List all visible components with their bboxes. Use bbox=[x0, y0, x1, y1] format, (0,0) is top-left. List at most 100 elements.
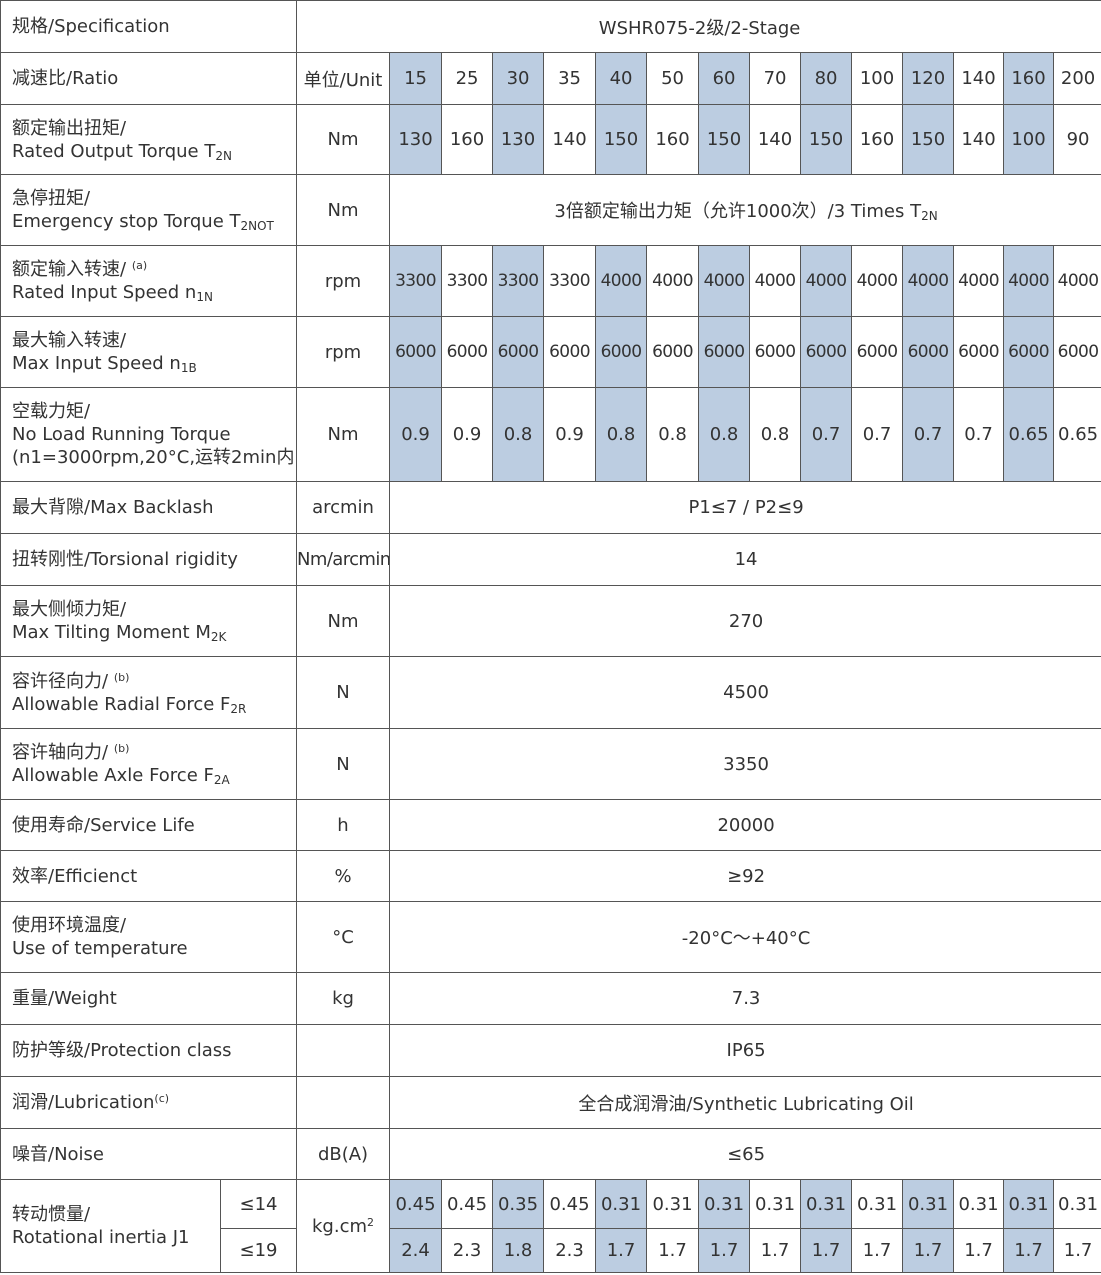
rated-torque-value: 90 bbox=[1053, 104, 1101, 175]
row-torsional-rigidity: 扭转刚性/Torsional rigidity Nm/arcmin 14 bbox=[0, 533, 1101, 586]
ratio-cell: 60 bbox=[698, 52, 751, 105]
max-input-speed-value: 6000 bbox=[492, 316, 545, 388]
label-cn: 使用环境温度/ bbox=[12, 915, 127, 936]
max-tilting-moment-label: 最大侧倾力矩/ Max Tilting Moment M2K bbox=[0, 585, 298, 657]
inertia-value: 1.7 bbox=[800, 1228, 853, 1273]
inertia-subrow-label: ≤19 bbox=[219, 1228, 298, 1273]
rated-torque-unit: Nm bbox=[296, 104, 391, 175]
inertia-value: 1.8 bbox=[492, 1228, 545, 1273]
unit-text: kg.cm bbox=[312, 1215, 368, 1237]
label-subscript: 1N bbox=[196, 290, 213, 304]
max-input-speed-value: 6000 bbox=[646, 316, 700, 388]
row-inertia-1: 转动惯量/ Rotational inertia J1 ≤14 kg.cm2 0… bbox=[0, 1179, 1101, 1273]
label-cn: 最大输入转速/ bbox=[12, 330, 127, 351]
lubrication-unit bbox=[296, 1076, 391, 1129]
rated-input-speed-value: 3300 bbox=[441, 245, 494, 317]
inertia-subrow-label: ≤14 bbox=[219, 1179, 298, 1229]
rated-torque-value: 160 bbox=[646, 104, 700, 175]
temperature-value: -20°C～+40°C bbox=[389, 901, 1101, 973]
inertia-value: 0.31 bbox=[1003, 1179, 1055, 1229]
max-input-speed-value: 6000 bbox=[543, 316, 597, 388]
service-life-value: 20000 bbox=[389, 799, 1101, 851]
rated-input-speed-unit: rpm bbox=[296, 245, 391, 317]
max-input-speed-value: 6000 bbox=[1003, 316, 1055, 388]
label-cn: 转动惯量/ bbox=[12, 1204, 91, 1225]
rated-input-speed-value: 4000 bbox=[953, 245, 1005, 317]
weight-unit: kg bbox=[296, 972, 391, 1025]
row-radial-force: 容许径向力/ (b) Allowable Radial Force F2R N … bbox=[0, 656, 1101, 729]
noise-label: 噪音/Noise bbox=[0, 1128, 298, 1180]
label-subscript: 2NOT bbox=[240, 219, 274, 233]
ratio-unit: 单位/Unit bbox=[296, 52, 391, 105]
rated-torque-value: 160 bbox=[441, 104, 494, 175]
no-load-torque-value: 0.7 bbox=[851, 387, 904, 482]
inertia-value: 1.7 bbox=[1003, 1228, 1055, 1273]
inertia-value: 0.31 bbox=[1053, 1179, 1101, 1229]
max-input-speed-value: 6000 bbox=[953, 316, 1005, 388]
label-cn: 额定输出扭矩/ bbox=[12, 117, 127, 139]
ratio-label: 减速比/Ratio bbox=[0, 52, 298, 105]
row-emergency-torque: 急停扭矩/ Emergency stop Torque T2NOT Nm 3倍额… bbox=[0, 174, 1101, 246]
label-en: Max Tilting Moment M bbox=[12, 622, 211, 643]
inertia-value: 1.7 bbox=[595, 1228, 648, 1273]
inertia-value: 1.7 bbox=[902, 1228, 955, 1273]
label-subscript: 2N bbox=[215, 148, 232, 163]
label-cn: 急停扭矩/ bbox=[12, 188, 91, 209]
no-load-torque-value: 0.65 bbox=[1003, 387, 1055, 482]
ratio-cell: 140 bbox=[953, 52, 1005, 105]
max-input-speed-value: 6000 bbox=[800, 316, 853, 388]
inertia-value: 0.45 bbox=[389, 1179, 443, 1229]
rated-torque-value: 150 bbox=[595, 104, 648, 175]
rated-torque-value: 100 bbox=[1003, 104, 1055, 175]
row-rated-input-speed: 额定输入转速/ (a) Rated Input Speed n1N rpm 33… bbox=[0, 245, 1101, 317]
efficiency-value: ≥92 bbox=[389, 850, 1101, 902]
row-temperature: 使用环境温度/ Use of temperature °C -20°C～+40°… bbox=[0, 901, 1101, 973]
rated-torque-value: 150 bbox=[902, 104, 955, 175]
inertia-value: 0.31 bbox=[800, 1179, 853, 1229]
service-life-unit: h bbox=[296, 799, 391, 851]
rated-input-speed-value: 4000 bbox=[1003, 245, 1055, 317]
row-service-life: 使用寿命/Service Life h 20000 bbox=[0, 799, 1101, 851]
ratio-cell: 40 bbox=[595, 52, 648, 105]
no-load-torque-value: 0.9 bbox=[441, 387, 494, 482]
axle-force-label: 容许轴向力/ (b) Allowable Axle Force F2A bbox=[0, 728, 298, 800]
lubrication-value: 全合成润滑油/Synthetic Lubricating Oil bbox=[389, 1076, 1101, 1129]
no-load-torque-unit: Nm bbox=[296, 387, 391, 482]
footnote-marker: (b) bbox=[113, 742, 130, 755]
efficiency-label: 效率/Efficienct bbox=[0, 850, 298, 902]
inertia-value: 1.7 bbox=[646, 1228, 700, 1273]
no-load-torque-value: 0.8 bbox=[698, 387, 751, 482]
no-load-torque-value: 0.9 bbox=[543, 387, 597, 482]
rated-input-speed-value: 3300 bbox=[389, 245, 443, 317]
temperature-label: 使用环境温度/ Use of temperature bbox=[0, 901, 298, 973]
no-load-torque-value: 0.7 bbox=[953, 387, 1005, 482]
label-en: Max Input Speed n bbox=[12, 353, 181, 374]
max-input-speed-unit: rpm bbox=[296, 316, 391, 388]
label-en: Rated Input Speed n bbox=[12, 282, 197, 303]
value-subscript: 2N bbox=[921, 209, 938, 223]
max-input-speed-value: 6000 bbox=[389, 316, 443, 388]
no-load-torque-value: 0.7 bbox=[800, 387, 853, 482]
label-en: Allowable Radial Force F bbox=[12, 693, 231, 715]
row-max-tilting-moment: 最大侧倾力矩/ Max Tilting Moment M2K Nm 270 bbox=[0, 585, 1101, 657]
ratio-cell: 200 bbox=[1053, 52, 1101, 105]
axle-force-unit: N bbox=[296, 728, 391, 800]
row-max-input-speed: 最大输入转速/ Max Input Speed n1B rpm 6000 600… bbox=[0, 316, 1101, 388]
rated-torque-label: 额定输出扭矩/ Rated Output Torque T2N bbox=[0, 104, 298, 175]
rated-input-speed-value: 4000 bbox=[595, 245, 648, 317]
inertia-unit: kg.cm2 bbox=[296, 1179, 391, 1273]
inertia-value: 0.35 bbox=[492, 1179, 545, 1229]
label-subscript: 2A bbox=[213, 773, 230, 787]
label-en: No Load Running Torque bbox=[12, 424, 231, 445]
label-cn: 容许径向力/ bbox=[12, 670, 109, 692]
max-input-speed-value: 6000 bbox=[441, 316, 494, 388]
row-ratio: 减速比/Ratio 单位/Unit 15 25 30 35 40 50 60 7… bbox=[0, 52, 1101, 105]
axle-force-value: 3350 bbox=[389, 728, 1101, 800]
efficiency-unit: % bbox=[296, 850, 391, 902]
max-backlash-unit: arcmin bbox=[296, 481, 391, 534]
rated-torque-value: 130 bbox=[492, 104, 545, 175]
inertia-value: 1.7 bbox=[1053, 1228, 1101, 1273]
ratio-cell: 80 bbox=[800, 52, 853, 105]
row-no-load-torque: 空载力矩/ No Load Running Torque (n1=3000rpm… bbox=[0, 387, 1101, 482]
max-input-speed-value: 6000 bbox=[1053, 316, 1101, 388]
